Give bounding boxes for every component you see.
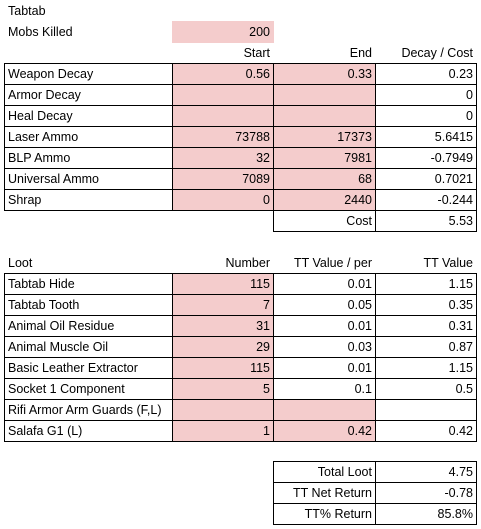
loot-name: Tabtab Tooth: [4, 294, 173, 316]
value-cell: [273, 84, 376, 106]
value-cell: 0.1: [273, 378, 376, 400]
value-cell: 0.7021: [375, 168, 477, 190]
value-cell: 0.35: [375, 294, 477, 316]
value-cell: 31: [172, 315, 274, 337]
mobs-label: Mobs Killed: [8, 25, 73, 39]
value-cell: 32: [172, 147, 274, 169]
value-cell: 5: [172, 378, 274, 400]
column-header: TT Value: [423, 256, 473, 270]
value-cell: 0.31: [375, 315, 477, 337]
column-header: Number: [225, 256, 270, 270]
value-cell: 68: [273, 168, 376, 190]
value-cell: 17373: [273, 126, 376, 148]
value-cell: 0.05: [273, 294, 376, 316]
loot-name: Salafa G1 (L): [4, 420, 173, 442]
value-cell: 7: [172, 294, 274, 316]
value-cell: [273, 399, 376, 421]
value-cell: 0.42: [273, 420, 376, 442]
row-label: Heal Decay: [4, 105, 173, 127]
loot-name: Animal Oil Residue: [4, 315, 173, 337]
value-cell: 0.03: [273, 336, 376, 358]
value-cell: 0.42: [375, 420, 477, 442]
summary-label: TT% Return: [273, 503, 376, 525]
value-cell: 7981: [273, 147, 376, 169]
value-cell: 0: [375, 84, 477, 106]
value-cell: 0.56: [172, 63, 274, 85]
mobs-value: 200: [172, 21, 274, 43]
value-cell: 0: [375, 105, 477, 127]
row-label: BLP Ammo: [4, 147, 173, 169]
row-label: Laser Ammo: [4, 126, 173, 148]
value-cell: 115: [172, 357, 274, 379]
loot-name: Rifi Armor Arm Guards (F,L): [4, 399, 173, 421]
summary-value: 4.75: [375, 461, 477, 483]
summary-label: Total Loot: [273, 461, 376, 483]
value-cell: 1: [172, 420, 274, 442]
column-header: TT Value / per: [293, 256, 372, 270]
value-cell: 1.15: [375, 357, 477, 379]
row-label: Universal Ammo: [4, 168, 173, 190]
value-cell: [172, 399, 274, 421]
summary-label: TT Net Return: [273, 482, 376, 504]
value-cell: 0.33: [273, 63, 376, 85]
value-cell: 0.5: [375, 378, 477, 400]
value-cell: 1.15: [375, 273, 477, 295]
row-label: Armor Decay: [4, 84, 173, 106]
column-header: End: [349, 46, 372, 60]
column-header: Start: [243, 46, 270, 60]
value-cell: -0.244: [375, 189, 477, 211]
value-cell: [172, 84, 274, 106]
value-cell: 0.01: [273, 357, 376, 379]
row-label: Shrap: [4, 189, 173, 211]
value-cell: 0.01: [273, 273, 376, 295]
value-cell: -0.7949: [375, 147, 477, 169]
value-cell: 0.01: [273, 315, 376, 337]
loot-name: Basic Leather Extractor: [4, 357, 173, 379]
summary-value: 85.8%: [375, 503, 477, 525]
row-label: Weapon Decay: [4, 63, 173, 85]
summary-value: -0.78: [375, 482, 477, 504]
value-cell: 73788: [172, 126, 274, 148]
loot-name: Socket 1 Component: [4, 378, 173, 400]
value-cell: [375, 399, 477, 421]
value-cell: 2440: [273, 189, 376, 211]
value-cell: 115: [172, 273, 274, 295]
loot-name: Tabtab Hide: [4, 273, 173, 295]
column-header: Loot: [8, 256, 33, 270]
column-header: Decay / Cost: [401, 46, 473, 60]
value-cell: [172, 105, 274, 127]
loot-name: Animal Muscle Oil: [4, 336, 173, 358]
cost-label: Cost: [273, 210, 376, 232]
sheet-title: Tabtab: [8, 4, 46, 18]
value-cell: 29: [172, 336, 274, 358]
value-cell: 7089: [172, 168, 274, 190]
value-cell: 0.87: [375, 336, 477, 358]
value-cell: 0.23: [375, 63, 477, 85]
value-cell: [273, 105, 376, 127]
value-cell: 0: [172, 189, 274, 211]
cost-value: 5.53: [375, 210, 477, 232]
value-cell: 5.6415: [375, 126, 477, 148]
